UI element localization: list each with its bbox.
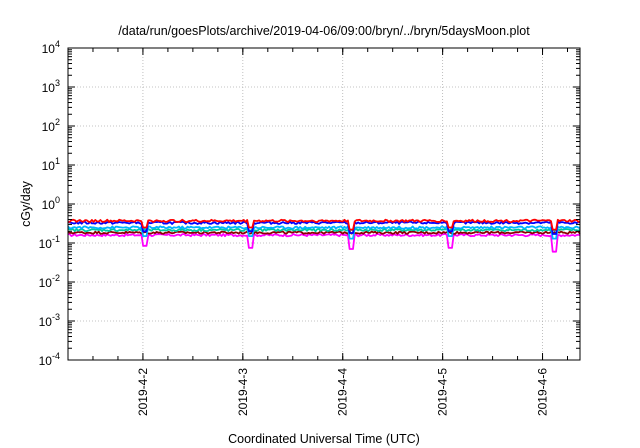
x-tick-label: 2019-4-2 bbox=[136, 368, 150, 416]
chart-title: /data/run/goesPlots/archive/2019-04-06/0… bbox=[118, 24, 530, 38]
x-tick-label: 2019-4-3 bbox=[236, 368, 250, 416]
y-tick-label: 10-2 bbox=[39, 273, 60, 290]
y-tick-label: 10-4 bbox=[39, 351, 60, 368]
x-tick-label: 2019-4-4 bbox=[336, 368, 350, 416]
y-tick-label: 100 bbox=[42, 195, 60, 212]
y-tick-label: 102 bbox=[42, 117, 60, 134]
y-tick-exponent: -3 bbox=[52, 312, 60, 322]
y-tick-label: 10-3 bbox=[39, 312, 60, 329]
y-tick-label: 10-1 bbox=[39, 234, 60, 251]
series-line bbox=[67, 230, 581, 235]
series-line bbox=[68, 232, 581, 253]
grid bbox=[68, 48, 580, 360]
y-tick-exponent: 4 bbox=[55, 39, 60, 49]
series-line bbox=[67, 225, 581, 240]
y-tick-label: 104 bbox=[42, 39, 60, 56]
x-axis-label: Coordinated Universal Time (UTC) bbox=[228, 432, 420, 446]
axis-ticks bbox=[67, 47, 580, 361]
y-tick-exponent: 2 bbox=[55, 117, 60, 127]
y-axis-label: cGy/day bbox=[19, 180, 33, 227]
series-line bbox=[67, 218, 581, 231]
y-tick-exponent: -4 bbox=[52, 351, 60, 361]
y-tick-exponent: -1 bbox=[52, 234, 60, 244]
x-tick-labels: 2019-4-2 2019-4-3 2019-4-4 2019-4-5 2019-4-6 bbox=[136, 368, 550, 416]
x-tick-label: 2019-4-5 bbox=[436, 368, 450, 416]
y-tick-exponent: -2 bbox=[52, 273, 60, 283]
y-tick-exponent: 1 bbox=[55, 156, 60, 166]
y-tick-exponent: 3 bbox=[55, 78, 60, 88]
y-tick-label: 101 bbox=[42, 156, 60, 173]
x-tick-label: 2019-4-6 bbox=[536, 368, 550, 416]
y-tick-label: 103 bbox=[42, 78, 60, 95]
series-group bbox=[67, 218, 581, 253]
y-tick-exponent: 0 bbox=[55, 195, 60, 205]
